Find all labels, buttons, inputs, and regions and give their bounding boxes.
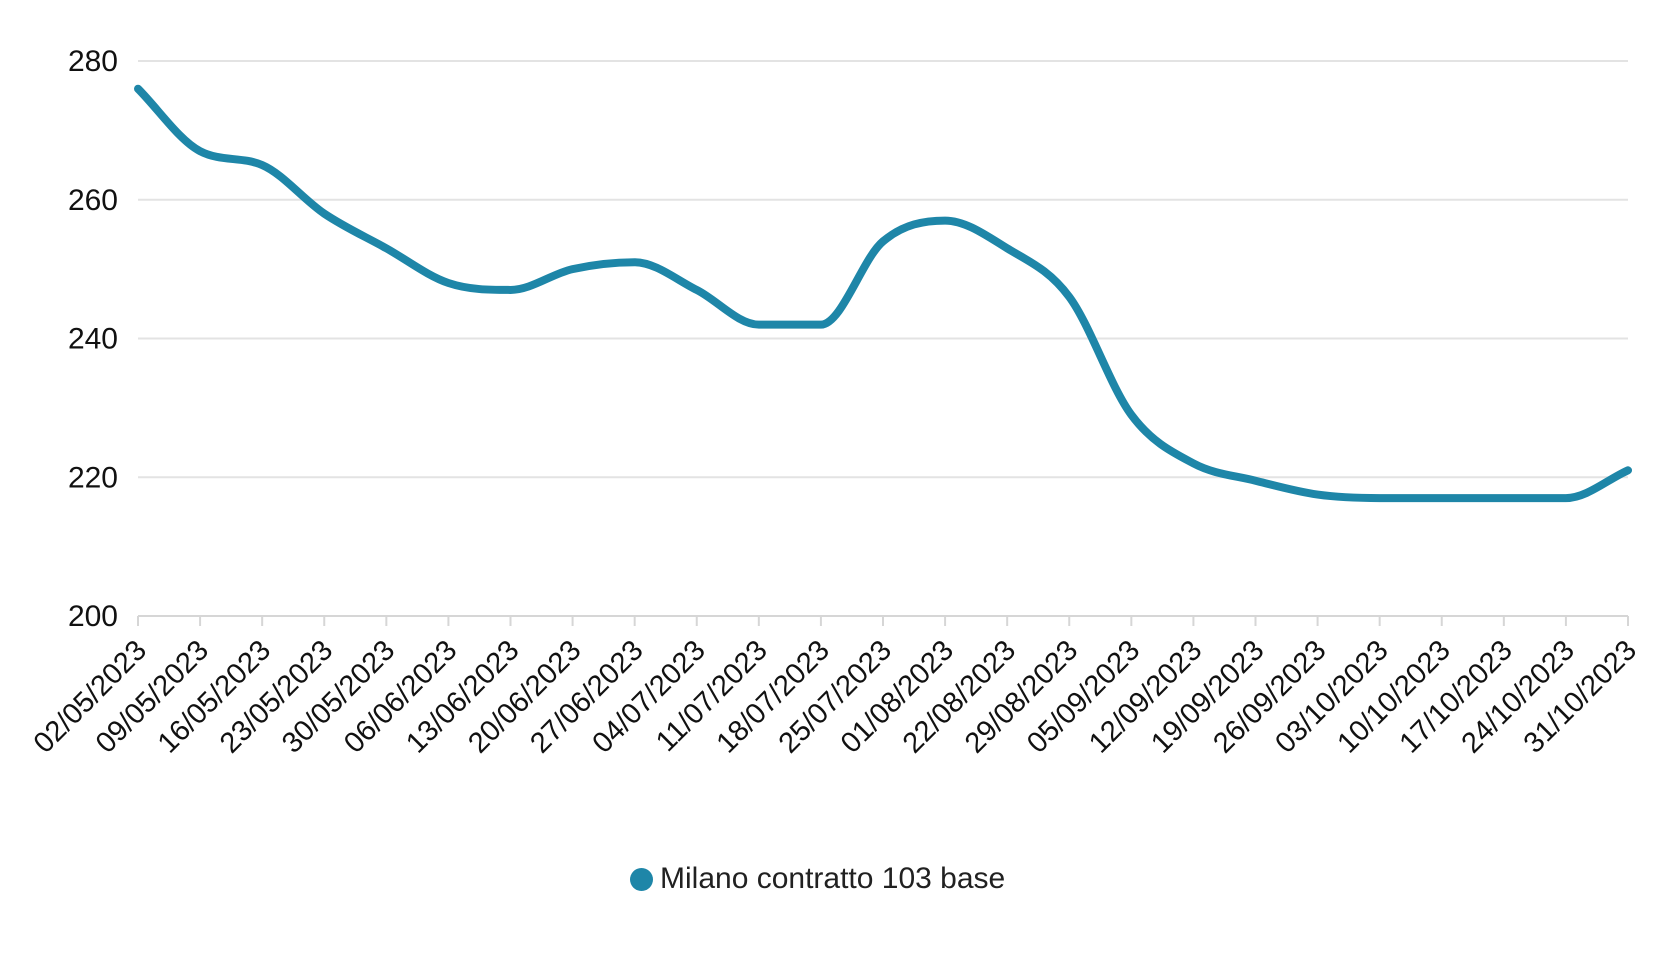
y-tick-label: 260	[68, 184, 118, 217]
legend-series-dot-icon	[630, 867, 653, 891]
y-tick-label: 220	[68, 461, 118, 494]
legend: Milano contratto 103 base	[630, 861, 1005, 897]
y-tick-label: 200	[68, 600, 118, 633]
y-tick-label: 240	[68, 323, 118, 356]
legend-series-label: Milano contratto 103 base	[660, 862, 1006, 895]
y-tick-label: 280	[68, 45, 118, 78]
series-line	[134, 84, 1632, 503]
plot-area: 20022024026028002/05/202309/05/202316/05…	[28, 45, 1643, 760]
